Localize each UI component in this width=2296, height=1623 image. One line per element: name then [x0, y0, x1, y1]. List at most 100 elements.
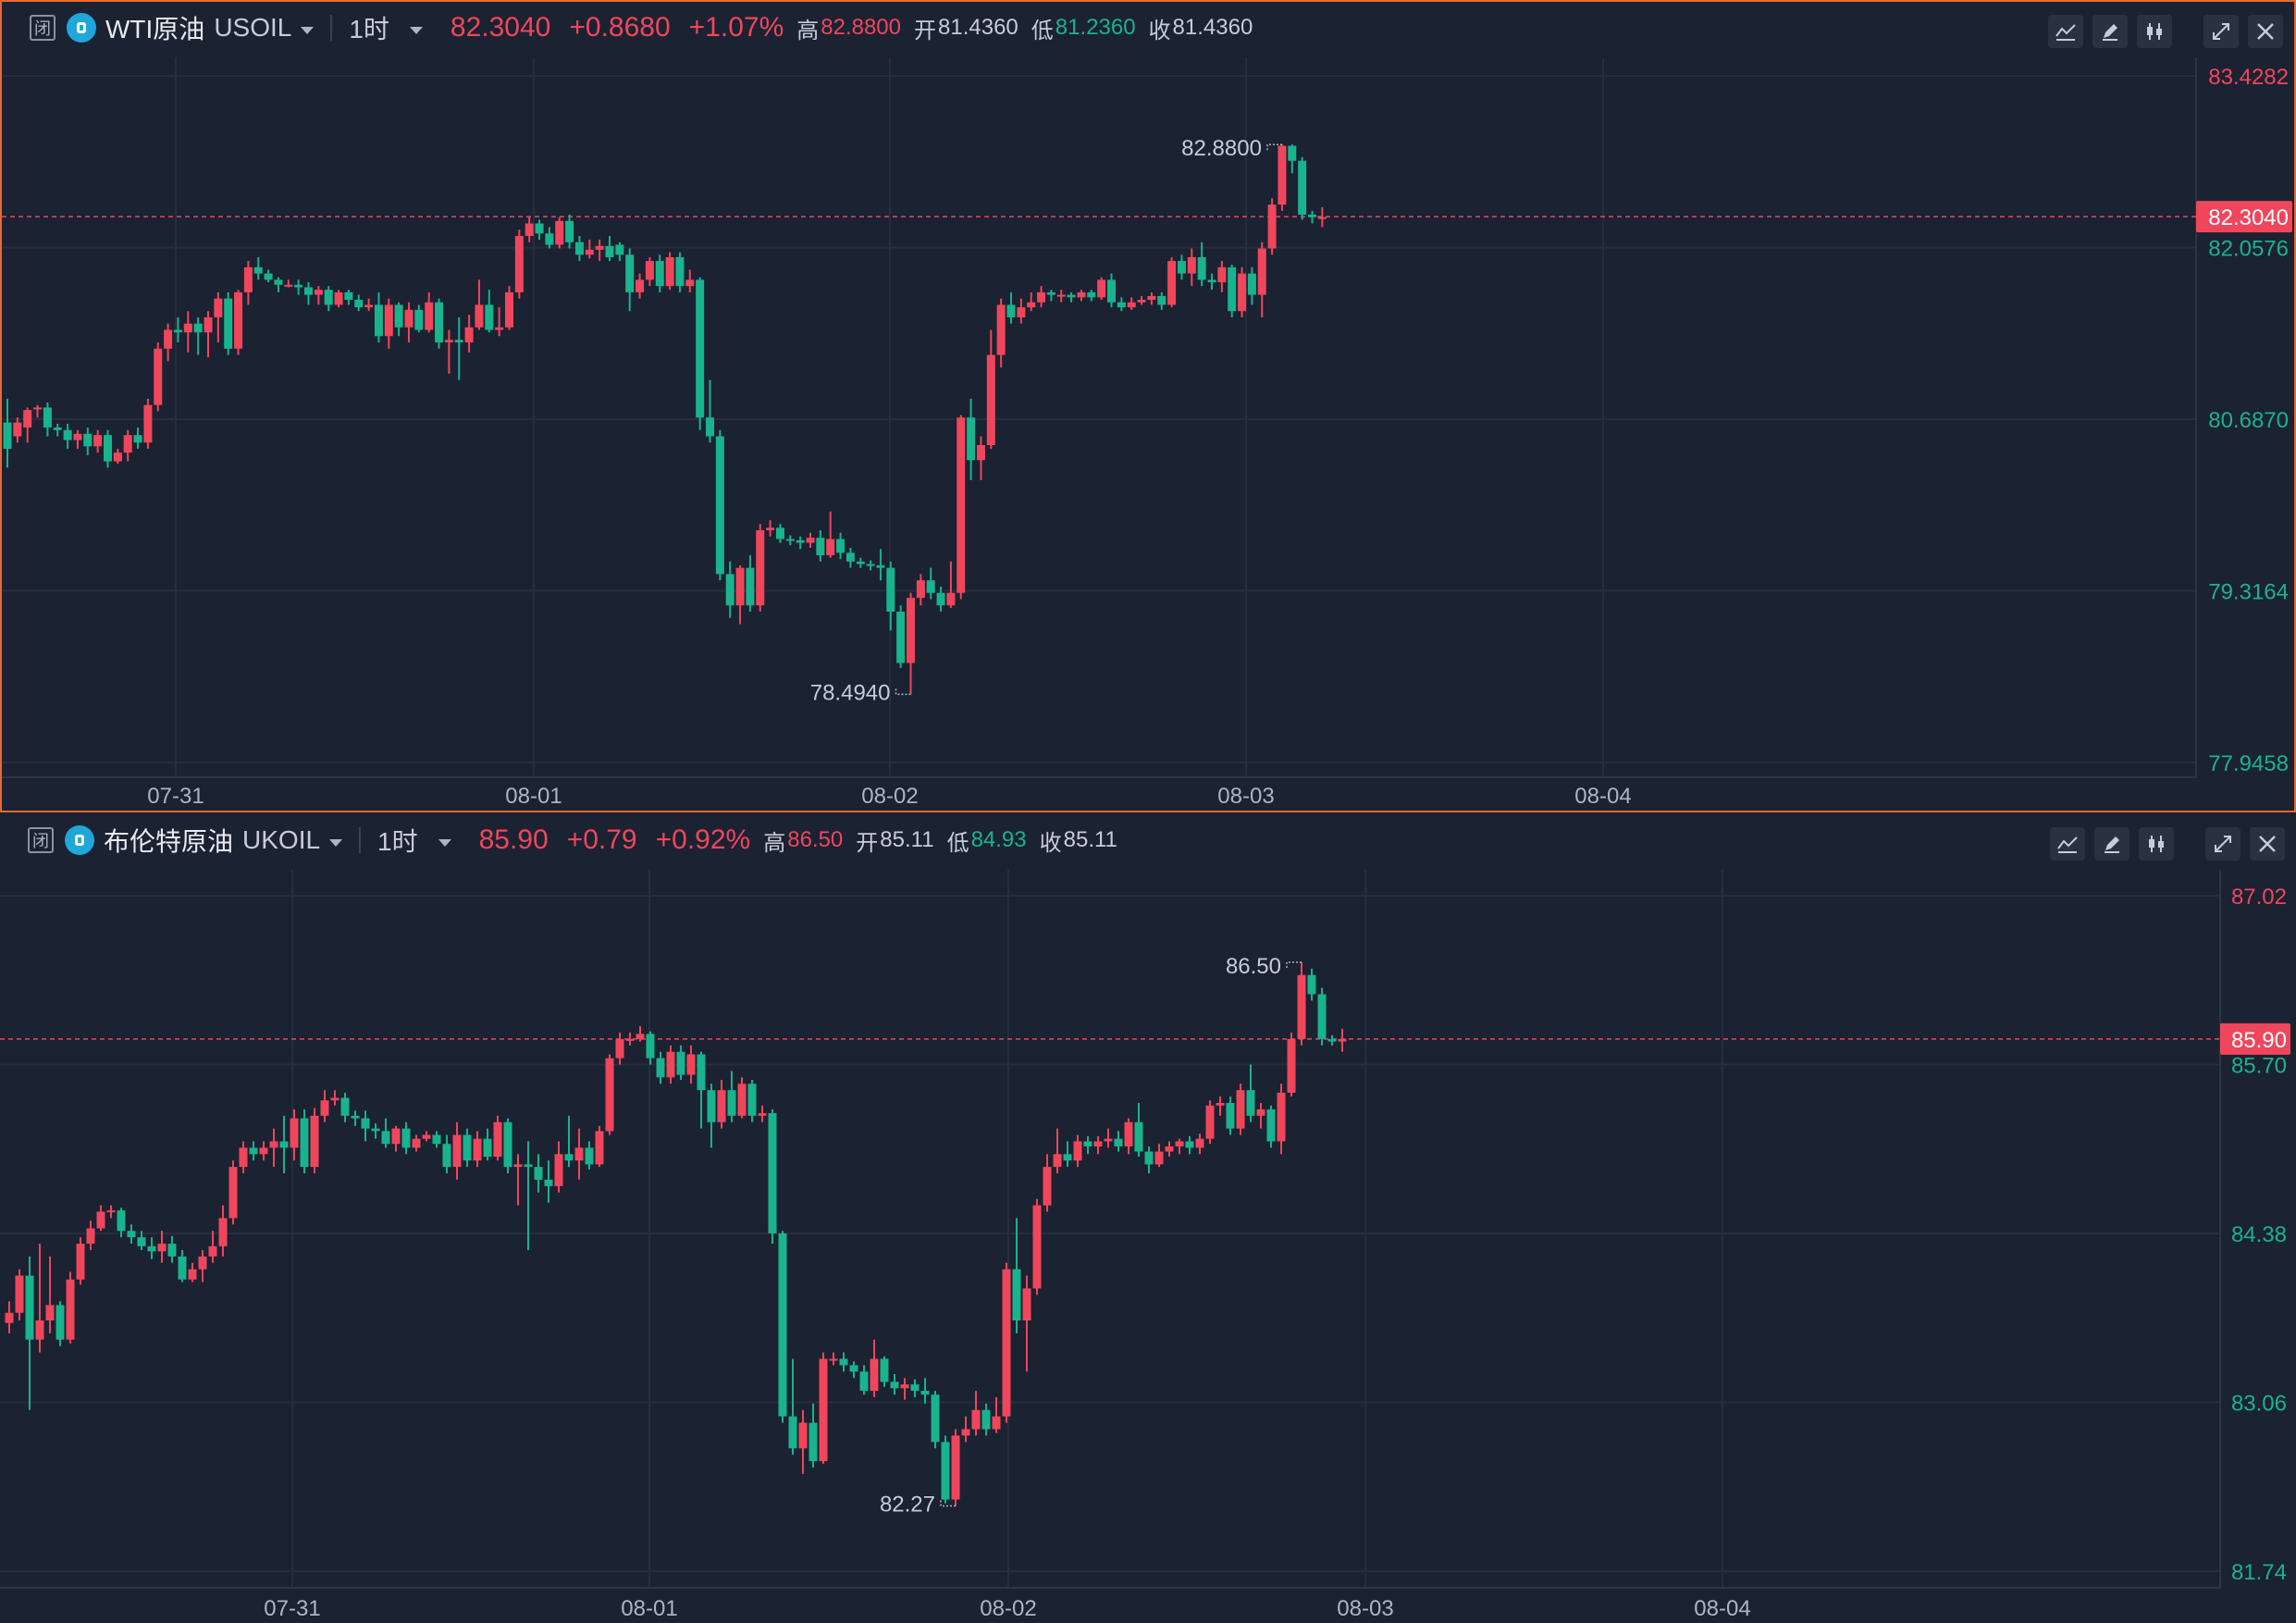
candle-body	[279, 1141, 289, 1148]
timeframe-selector[interactable]: 1时	[377, 827, 418, 856]
candle-body	[595, 245, 604, 250]
price-change-percent: +1.07%	[688, 12, 784, 43]
candle	[1257, 242, 1266, 317]
candle-body	[625, 1038, 635, 1041]
chevron-down-icon[interactable]	[409, 27, 423, 34]
candle	[117, 1208, 126, 1238]
candle-body	[354, 300, 364, 308]
candle	[1157, 291, 1167, 310]
candle	[314, 286, 323, 305]
timeframe-selector[interactable]: 1时	[349, 15, 389, 43]
candle	[646, 1031, 655, 1065]
chevron-down-icon[interactable]	[329, 839, 343, 847]
candle	[686, 1045, 696, 1084]
candle-body	[574, 242, 584, 255]
candle	[788, 1358, 797, 1456]
candle	[986, 329, 995, 450]
candle-body	[574, 1147, 584, 1161]
candle	[33, 404, 43, 418]
candle	[43, 402, 52, 437]
candle	[1154, 1144, 1164, 1168]
ukoil-candlestick-chart[interactable]: 87.02 85.70 84.38 83.06 81.74 07-31 08-01 08-02…	[0, 814, 2296, 1623]
last-price: 85.90	[478, 824, 549, 855]
symbol-code[interactable]: UKOIL	[242, 825, 321, 854]
candle	[249, 1141, 258, 1161]
candle	[320, 1090, 329, 1122]
candle	[555, 217, 564, 249]
candle	[1006, 291, 1016, 324]
usoil-candlestick-chart[interactable]: 83.4282 82.0576 80.6870 79.3164 77.9458 07-31…	[2, 2, 2294, 811]
pencil-icon[interactable]	[2094, 827, 2129, 861]
candle-body	[856, 561, 865, 564]
candle	[183, 311, 192, 353]
candle	[1012, 1218, 1021, 1333]
usoil-chart-panel[interactable]: 83.4282 82.0576 80.6870 79.3164 77.9458 07-31…	[0, 0, 2296, 812]
candle	[996, 298, 1006, 368]
close-label: 收	[1039, 830, 1062, 856]
candle	[1144, 1146, 1154, 1174]
candle-body	[133, 435, 142, 443]
candle	[715, 429, 724, 581]
candle-body	[926, 580, 935, 593]
candle	[1114, 1131, 1123, 1152]
chevron-down-icon[interactable]	[438, 839, 451, 847]
high-value: 86.50	[787, 827, 844, 852]
candle	[1238, 266, 1247, 317]
close-icon[interactable]	[2248, 15, 2283, 48]
candle-body	[361, 1118, 370, 1129]
candle-body	[1107, 279, 1116, 303]
y-tick-label: 79.3164	[2208, 580, 2289, 605]
y-tick-label: 77.9458	[2208, 751, 2289, 776]
candle-body	[1083, 1141, 1092, 1146]
candle-body	[475, 304, 484, 328]
candle-body	[300, 1118, 309, 1168]
candle-body	[686, 1054, 696, 1075]
candle	[1104, 1128, 1113, 1148]
low-label: 低	[1031, 18, 1054, 43]
candle	[86, 1220, 95, 1250]
candle	[45, 1256, 55, 1333]
symbol-code[interactable]: USOIL	[214, 13, 292, 42]
ukoil-chart-panel[interactable]: 87.02 85.70 84.38 83.06 81.74 07-31 08-01 08-02…	[0, 814, 2296, 1623]
grid	[2, 57, 2197, 778]
max-price-label: 86.50	[1226, 954, 1281, 979]
candle-body	[83, 433, 93, 447]
indicator-icon[interactable]	[2048, 15, 2083, 48]
candle	[1185, 1135, 1194, 1155]
candle-body	[249, 1147, 258, 1155]
pencil-icon[interactable]	[2092, 15, 2128, 48]
min-price-label: 82.27	[880, 1492, 935, 1517]
chevron-down-icon[interactable]	[301, 27, 315, 34]
candle	[1093, 1135, 1103, 1155]
open-value: 81.4360	[938, 15, 1018, 40]
indicator-icon[interactable]	[2050, 827, 2085, 861]
candle-body	[76, 1244, 85, 1280]
open-label: 开	[856, 830, 879, 856]
min-price-label: 78.4940	[810, 680, 891, 705]
candles-icon[interactable]	[2139, 827, 2174, 861]
candle	[866, 560, 875, 571]
candle	[735, 564, 745, 625]
candle-body	[113, 452, 122, 462]
candle	[961, 1416, 970, 1443]
symbol-name[interactable]: 布伦特原油	[104, 827, 234, 856]
candle	[766, 520, 775, 537]
expand-icon[interactable]	[2205, 827, 2240, 861]
candle-body	[655, 261, 664, 287]
candle	[976, 436, 985, 480]
candle	[330, 1090, 339, 1106]
candle-body	[1246, 1090, 1255, 1116]
candle-body	[412, 1138, 421, 1148]
candle-body	[656, 1058, 665, 1078]
candle	[707, 1084, 716, 1148]
candles-icon[interactable]	[2137, 15, 2172, 48]
candle	[636, 273, 645, 299]
candle-body	[1077, 291, 1086, 298]
symbol-name[interactable]: WTI原油	[105, 15, 205, 43]
candle	[951, 1429, 960, 1506]
candle-body	[340, 1097, 350, 1116]
close-icon[interactable]	[2250, 827, 2285, 861]
last-price: 82.3040	[450, 12, 551, 43]
expand-icon[interactable]	[2203, 15, 2239, 48]
candle	[364, 298, 374, 312]
